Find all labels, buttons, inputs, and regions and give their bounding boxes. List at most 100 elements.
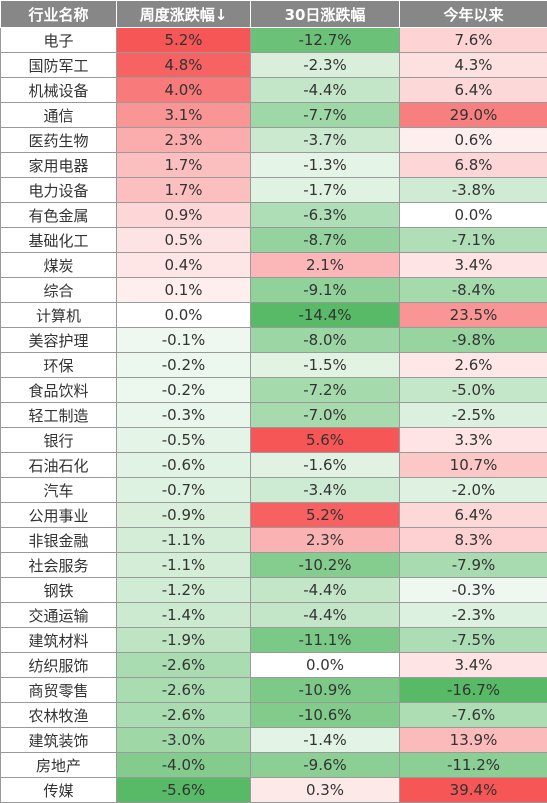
weekly-change-cell: -0.2%	[117, 353, 251, 378]
weekly-change-cell: -0.6%	[117, 453, 251, 478]
industry-name-cell: 电子	[1, 28, 117, 53]
change-30d-cell: -14.4%	[251, 303, 400, 328]
change-30d-cell: -7.2%	[251, 378, 400, 403]
change-30d-cell: -10.9%	[251, 678, 400, 703]
weekly-change-cell: 0.0%	[117, 303, 251, 328]
ytd-change-cell: -8.4%	[400, 278, 547, 303]
weekly-change-cell: -1.9%	[117, 628, 251, 653]
change-30d-cell: -9.1%	[251, 278, 400, 303]
industry-name-cell: 轻工制造	[1, 403, 117, 428]
industry-name-cell: 食品饮料	[1, 378, 117, 403]
industry-name-cell: 商贸零售	[1, 678, 117, 703]
weekly-change-cell: -2.6%	[117, 653, 251, 678]
weekly-change-cell: 4.8%	[117, 53, 251, 78]
industry-name-cell: 交通运输	[1, 603, 117, 628]
industry-name-cell: 美容护理	[1, 328, 117, 353]
header-weekly-change-sorted[interactable]: 周度涨跌幅↓	[117, 1, 251, 28]
weekly-change-cell: -1.2%	[117, 578, 251, 603]
change-30d-cell: 0.0%	[251, 653, 400, 678]
change-30d-cell: -10.6%	[251, 703, 400, 728]
weekly-change-cell: -1.1%	[117, 528, 251, 553]
industry-name-cell: 石油石化	[1, 453, 117, 478]
change-30d-cell: -4.4%	[251, 578, 400, 603]
ytd-change-cell: -3.8%	[400, 178, 547, 203]
ytd-change-cell: -7.6%	[400, 703, 547, 728]
table-row: 建筑材料-1.9%-11.1%-7.5%	[1, 628, 547, 653]
change-30d-cell: -7.7%	[251, 103, 400, 128]
ytd-change-cell: 10.7%	[400, 453, 547, 478]
weekly-change-cell: -4.0%	[117, 753, 251, 778]
ytd-change-cell: -5.0%	[400, 378, 547, 403]
change-30d-cell: -3.7%	[251, 128, 400, 153]
industry-name-cell: 电力设备	[1, 178, 117, 203]
industry-name-cell: 公用事业	[1, 503, 117, 528]
table-row: 农林牧渔-2.6%-10.6%-7.6%	[1, 703, 547, 728]
change-30d-cell: -1.4%	[251, 728, 400, 753]
weekly-change-cell: 0.9%	[117, 203, 251, 228]
table-row: 传媒-5.6%0.3%39.4%	[1, 778, 547, 803]
industry-name-cell: 环保	[1, 353, 117, 378]
header-30day-change: 30日涨跌幅	[251, 1, 400, 28]
ytd-change-cell: 0.6%	[400, 128, 547, 153]
ytd-change-cell: 4.3%	[400, 53, 547, 78]
weekly-change-cell: 0.1%	[117, 278, 251, 303]
table-row: 美容护理-0.1%-8.0%-9.8%	[1, 328, 547, 353]
weekly-change-cell: 4.0%	[117, 78, 251, 103]
weekly-change-cell: -0.7%	[117, 478, 251, 503]
change-30d-cell: -9.6%	[251, 753, 400, 778]
weekly-change-cell: -0.3%	[117, 403, 251, 428]
ytd-change-cell: -2.0%	[400, 478, 547, 503]
ytd-change-cell: 2.6%	[400, 353, 547, 378]
ytd-change-cell: 3.4%	[400, 653, 547, 678]
header-row: 行业名称 周度涨跌幅↓ 30日涨跌幅 今年以来	[1, 1, 547, 28]
ytd-change-cell: 6.8%	[400, 153, 547, 178]
industry-name-cell: 钢铁	[1, 578, 117, 603]
ytd-change-cell: 6.4%	[400, 503, 547, 528]
weekly-change-cell: 3.1%	[117, 103, 251, 128]
change-30d-cell: 5.2%	[251, 503, 400, 528]
weekly-change-cell: -1.1%	[117, 553, 251, 578]
change-30d-cell: -1.5%	[251, 353, 400, 378]
industry-name-cell: 建筑材料	[1, 628, 117, 653]
weekly-change-cell: -3.0%	[117, 728, 251, 753]
weekly-change-cell: -2.6%	[117, 703, 251, 728]
industry-name-cell: 计算机	[1, 303, 117, 328]
change-30d-cell: -8.7%	[251, 228, 400, 253]
table-row: 公用事业-0.9%5.2%6.4%	[1, 503, 547, 528]
change-30d-cell: -8.0%	[251, 328, 400, 353]
table-row: 交通运输-1.4%-4.4%-2.3%	[1, 603, 547, 628]
weekly-change-cell: -0.9%	[117, 503, 251, 528]
change-30d-cell: -3.4%	[251, 478, 400, 503]
header-industry-name: 行业名称	[1, 1, 117, 28]
weekly-change-cell: -0.2%	[117, 378, 251, 403]
change-30d-cell: 2.3%	[251, 528, 400, 553]
change-30d-cell: -10.2%	[251, 553, 400, 578]
ytd-change-cell: -9.8%	[400, 328, 547, 353]
ytd-change-cell: 6.4%	[400, 78, 547, 103]
table-row: 环保-0.2%-1.5%2.6%	[1, 353, 547, 378]
table-row: 商贸零售-2.6%-10.9%-16.7%	[1, 678, 547, 703]
table-row: 建筑装饰-3.0%-1.4%13.9%	[1, 728, 547, 753]
industry-name-cell: 基础化工	[1, 228, 117, 253]
table-row: 轻工制造-0.3%-7.0%-2.5%	[1, 403, 547, 428]
change-30d-cell: -1.3%	[251, 153, 400, 178]
change-30d-cell: -12.7%	[251, 28, 400, 53]
weekly-change-cell: 5.2%	[117, 28, 251, 53]
ytd-change-cell: 13.9%	[400, 728, 547, 753]
change-30d-cell: -4.4%	[251, 603, 400, 628]
weekly-change-cell: 0.4%	[117, 253, 251, 278]
industry-name-cell: 传媒	[1, 778, 117, 803]
industry-name-cell: 社会服务	[1, 553, 117, 578]
industry-name-cell: 汽车	[1, 478, 117, 503]
weekly-change-cell: -0.1%	[117, 328, 251, 353]
ytd-change-cell: -0.3%	[400, 578, 547, 603]
change-30d-cell: -11.1%	[251, 628, 400, 653]
